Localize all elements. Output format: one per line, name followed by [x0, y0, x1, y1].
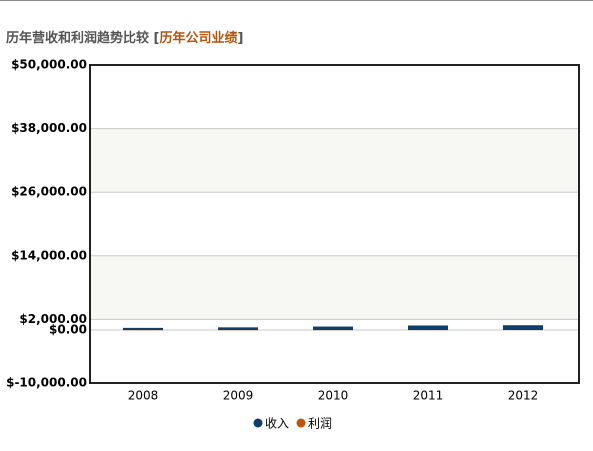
y-tick-label: $50,000.00 — [11, 58, 87, 72]
bar — [218, 327, 258, 330]
grid-band — [90, 255, 579, 320]
x-tick-label: 2009 — [223, 389, 254, 403]
bar — [408, 325, 448, 330]
y-tick-label: $-10,000.00 — [6, 376, 87, 390]
legend-marker — [296, 418, 306, 428]
grid-band — [90, 128, 579, 193]
top-rule — [0, 0, 593, 1]
bar — [123, 327, 163, 330]
x-tick-label: 2011 — [413, 389, 444, 403]
legend-label: 收入 — [265, 417, 289, 431]
y-tick-label: $2,000.00 — [19, 312, 87, 326]
x-tick-label: 2012 — [508, 389, 539, 403]
y-tick-label: $26,000.00 — [11, 185, 87, 199]
bracket: [ — [153, 31, 160, 46]
plot-frame — [89, 64, 580, 384]
x-tick-label: 2010 — [318, 389, 349, 403]
header-title: 历年营收和利润趋势比较 — [6, 31, 150, 46]
y-tick-label: $38,000.00 — [11, 121, 87, 135]
bracket: ] — [237, 31, 244, 46]
y-tick-label: $0.00 — [49, 323, 87, 337]
legend-marker — [253, 418, 263, 428]
header-link[interactable]: 历年公司业绩 — [159, 31, 238, 46]
legend-label: 利润 — [308, 417, 332, 431]
bar — [313, 326, 353, 330]
y-tick-label: $14,000.00 — [11, 248, 87, 262]
x-tick-label: 2008 — [128, 389, 159, 403]
header: 历年营收和利润趋势比较 [历年公司业绩] — [6, 27, 243, 46]
bar — [503, 325, 543, 330]
bar — [123, 329, 163, 331]
